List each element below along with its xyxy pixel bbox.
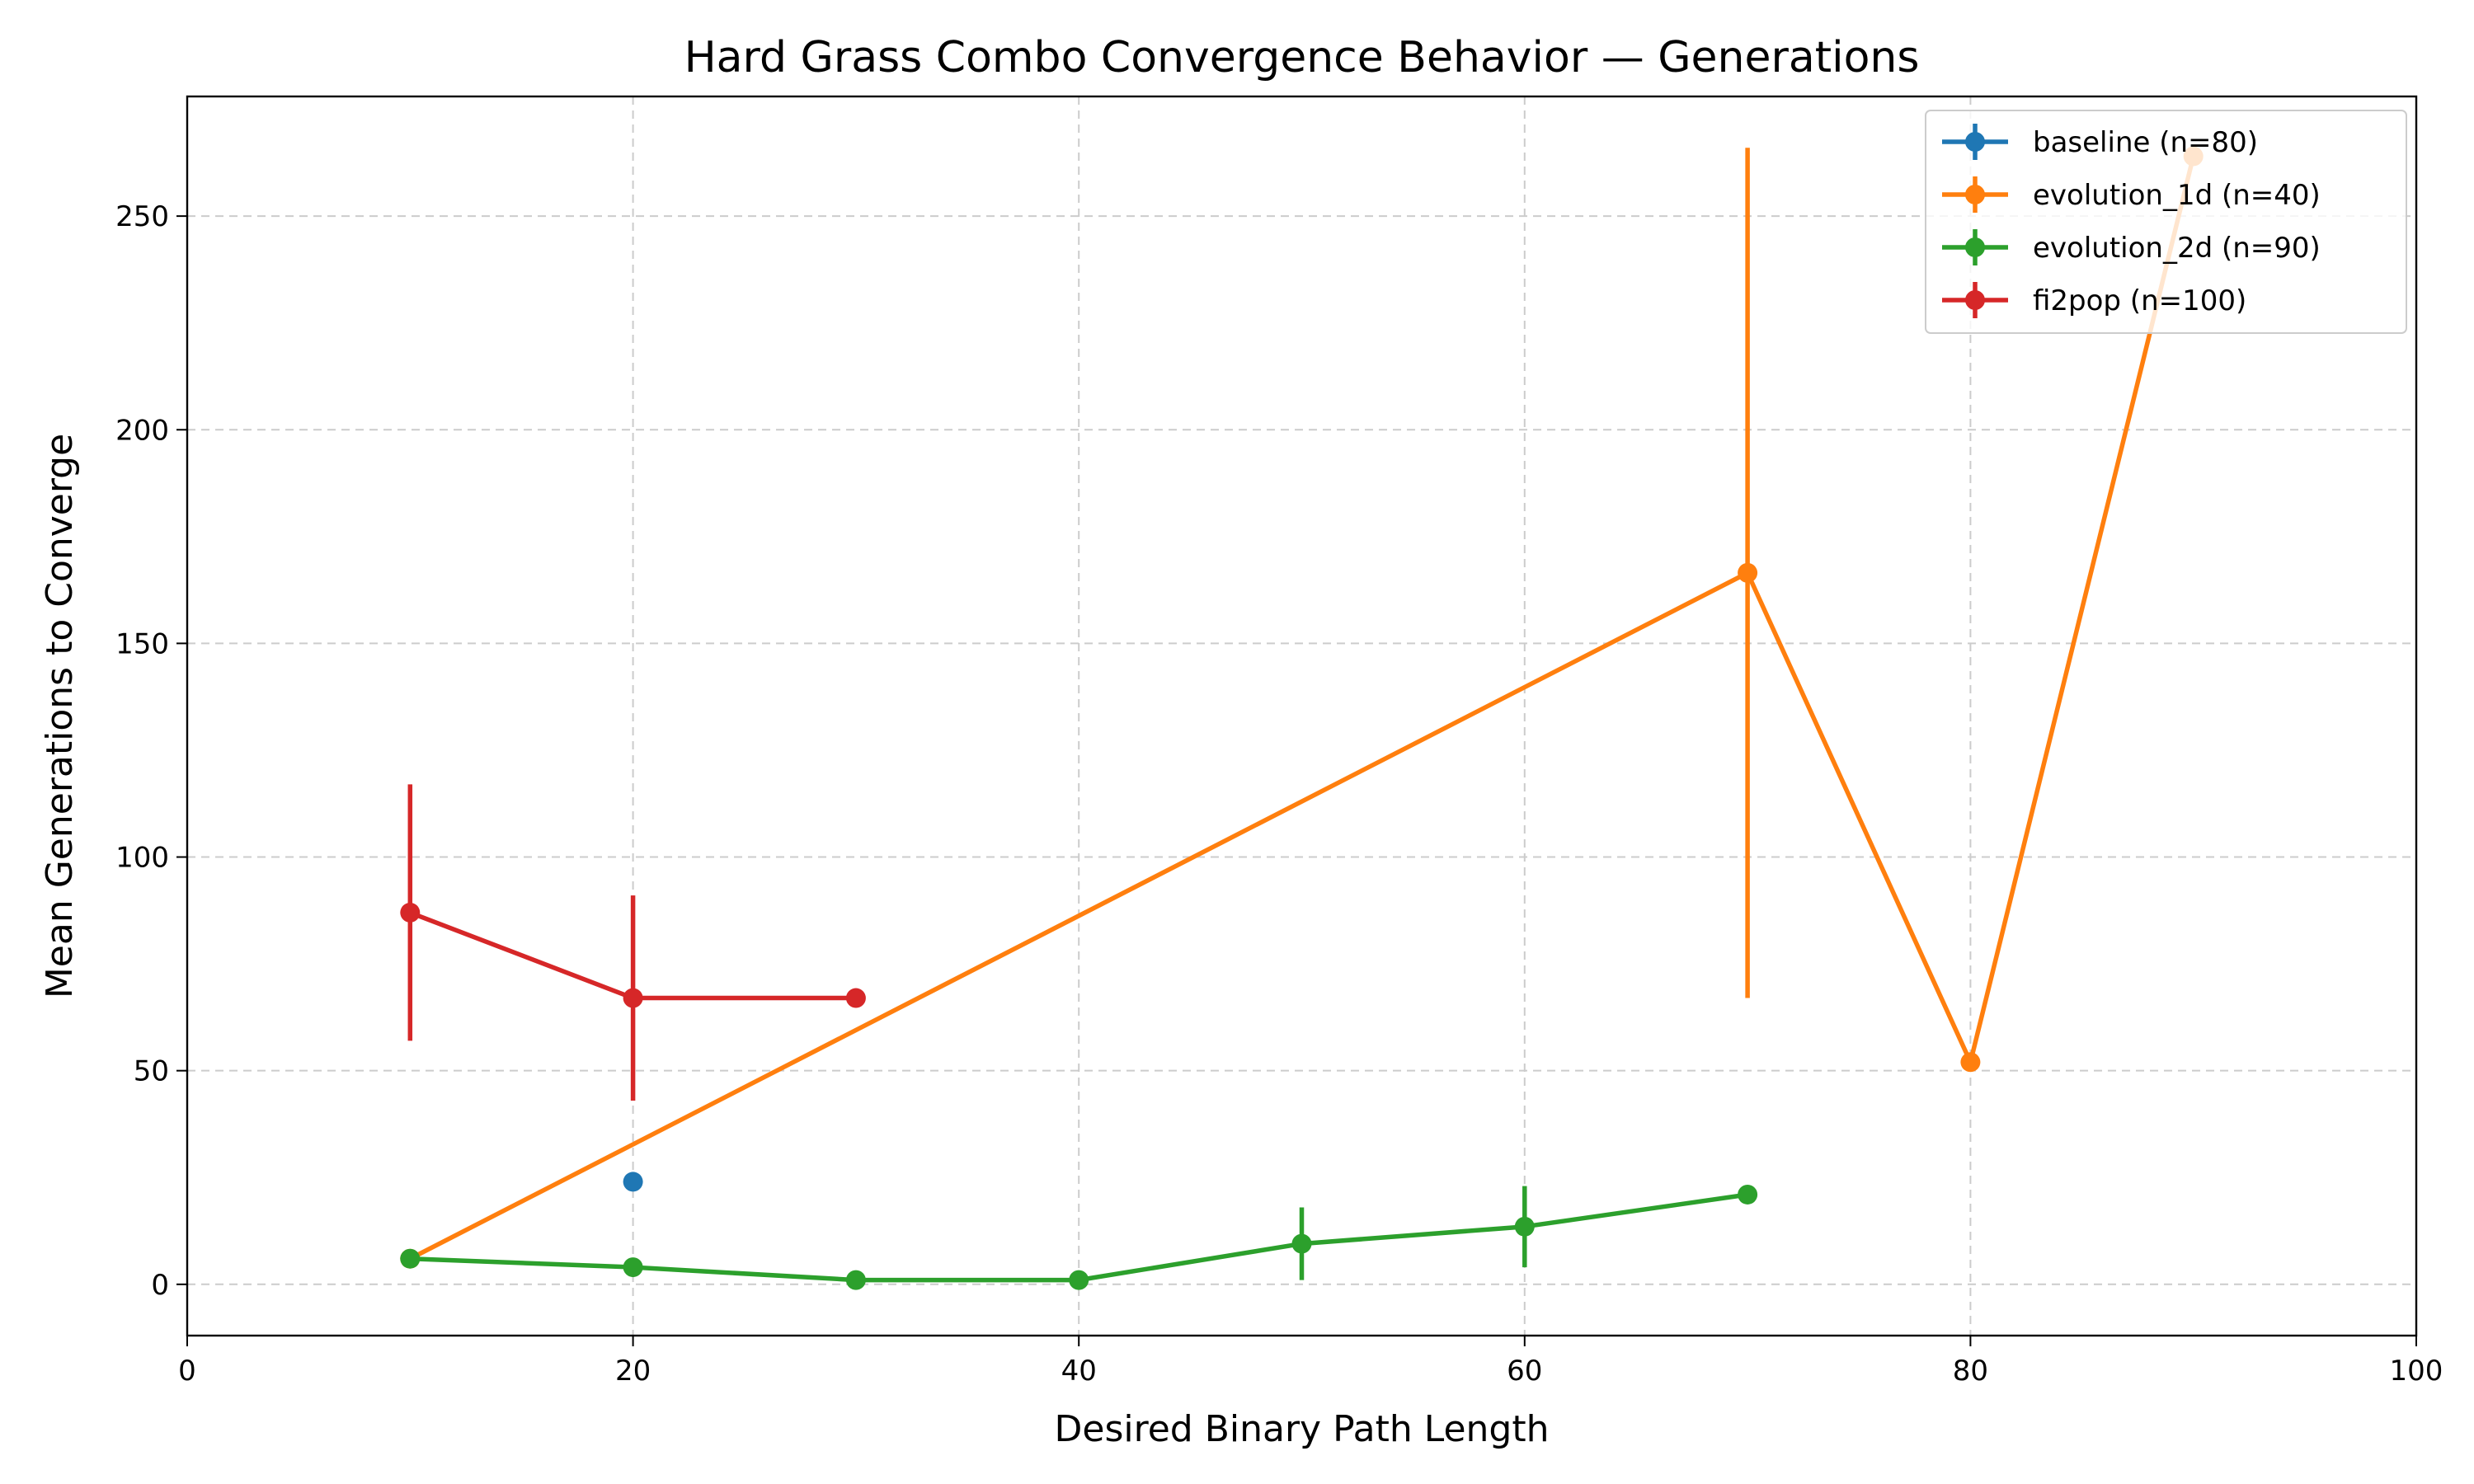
legend-item: fi2pop (n=100)	[1942, 282, 2246, 318]
data-point	[1738, 1184, 1758, 1205]
legend-item: evolution_1d (n=40)	[1942, 176, 2321, 213]
series-line	[409, 155, 2196, 1261]
x-tick-label: 40	[1061, 1355, 1097, 1388]
x-tick-label: 60	[1507, 1355, 1542, 1388]
series-3	[400, 784, 866, 1101]
data-point	[1960, 1052, 1981, 1073]
legend-marker	[1965, 185, 1985, 204]
y-tick-label: 0	[151, 1269, 169, 1302]
y-tick-label: 250	[115, 200, 169, 233]
data-point	[400, 902, 421, 923]
legend-label: evolution_2d (n=90)	[2033, 232, 2321, 265]
data-point	[1738, 562, 1758, 583]
series-0	[623, 1172, 643, 1192]
chart-title: Hard Grass Combo Convergence Behavior — …	[684, 33, 1920, 82]
data-point	[1514, 1216, 1535, 1237]
legend-marker	[1965, 132, 1985, 152]
y-tick-label: 50	[134, 1055, 169, 1088]
data-point	[845, 1270, 866, 1290]
y-tick-label: 150	[115, 627, 169, 660]
x-tick-label: 100	[2390, 1355, 2443, 1388]
x-axis-label: Desired Binary Path Length	[1055, 1408, 1550, 1450]
data-point	[623, 1257, 643, 1278]
legend-item: evolution_2d (n=90)	[1942, 229, 2321, 265]
x-tick-label: 20	[615, 1355, 651, 1388]
legend-label: fi2pop (n=100)	[2033, 284, 2246, 317]
y-axis-label: Mean Generations to Converge	[39, 434, 81, 998]
x-axis: 0 20 40 60 80 100	[178, 1336, 2443, 1388]
y-axis: 0 50 100 150 200 250	[115, 200, 187, 1302]
data-point	[623, 988, 643, 1008]
series-layer	[400, 146, 2204, 1290]
data-point	[400, 1248, 421, 1269]
x-tick-label: 80	[1953, 1355, 1988, 1388]
plot-frame	[186, 95, 2418, 1337]
data-point	[1069, 1270, 1089, 1290]
y-tick-label: 100	[115, 842, 169, 875]
data-point	[1291, 1233, 1312, 1254]
legend: baseline (n=80) evolution_1d (n=40) evolut…	[1925, 110, 2407, 334]
y-tick-label: 200	[115, 414, 169, 447]
legend-marker	[1965, 237, 1985, 257]
legend-marker	[1965, 290, 1985, 310]
legend-label: baseline (n=80)	[2033, 126, 2258, 159]
legend-label: evolution_1d (n=40)	[2033, 179, 2321, 212]
data-point	[623, 1172, 643, 1192]
data-point	[845, 988, 866, 1008]
x-tick-label: 0	[178, 1355, 196, 1388]
grid	[187, 96, 2416, 1336]
legend-item: baseline (n=80)	[1942, 124, 2258, 160]
series-2	[400, 1184, 1758, 1290]
legend-box	[1925, 110, 2407, 334]
